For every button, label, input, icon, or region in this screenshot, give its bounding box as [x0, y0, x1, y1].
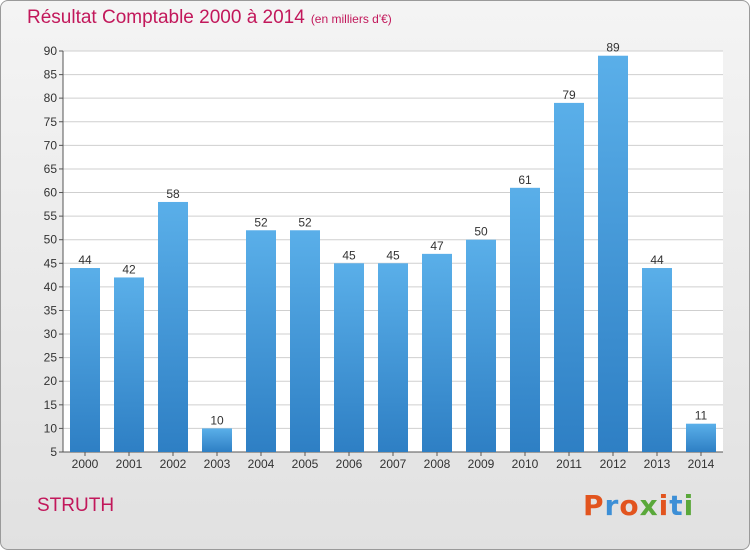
x-tick-label: 2014 [688, 457, 715, 471]
y-tick-label: 30 [44, 327, 58, 341]
x-tick-label: 2009 [468, 457, 495, 471]
logo-letter: P [583, 489, 605, 522]
bar [290, 230, 320, 452]
data-label: 45 [386, 248, 400, 262]
x-tick-label: 2010 [512, 457, 539, 471]
y-tick-label: 90 [44, 44, 58, 58]
logo-letter: t [669, 489, 684, 522]
bar [422, 253, 452, 452]
bar [202, 428, 232, 452]
data-label: 44 [650, 253, 664, 267]
data-label: 58 [166, 187, 180, 201]
y-tick-label: 75 [44, 115, 58, 129]
proxiti-logo: Proxiti [583, 489, 694, 522]
data-label: 50 [474, 225, 488, 239]
data-label: 11 [695, 409, 708, 423]
x-tick-label: 2000 [72, 457, 99, 471]
y-tick-label: 50 [44, 233, 58, 247]
bar [158, 201, 188, 452]
bar [554, 102, 584, 453]
x-tick-label: 2007 [380, 457, 407, 471]
x-tick-label: 2004 [248, 457, 275, 471]
x-tick-label: 2005 [292, 457, 319, 471]
y-tick-label: 15 [44, 398, 58, 412]
data-label: 52 [254, 215, 268, 229]
data-label: 10 [210, 413, 224, 427]
data-label: 44 [78, 253, 92, 267]
data-label: 79 [562, 88, 576, 102]
y-tick-label: 45 [44, 256, 58, 270]
chart-title-text: Résultat Comptable 2000 à 2014 [27, 7, 305, 28]
y-tick-label: 65 [44, 162, 58, 176]
y-tick-label: 70 [44, 138, 58, 152]
x-tick-label: 2001 [116, 457, 143, 471]
logo-letter: o [619, 489, 640, 522]
x-tick-label: 2002 [160, 457, 187, 471]
bar [246, 230, 276, 452]
y-tick-label: 25 [44, 351, 58, 365]
y-tick-label: 5 [50, 445, 57, 459]
y-tick-label: 60 [44, 186, 58, 200]
logo-letter: r [604, 489, 620, 522]
y-tick-label: 20 [44, 374, 58, 388]
data-label: 61 [518, 173, 532, 187]
y-tick-label: 35 [44, 303, 58, 317]
x-tick-label: 2008 [424, 457, 451, 471]
data-label: 47 [430, 239, 444, 253]
bar [378, 263, 408, 452]
chart-title: Résultat Comptable 2000 à 2014 (en millie… [27, 7, 392, 29]
logo-letter: i [658, 489, 670, 522]
x-tick-label: 2003 [204, 457, 231, 471]
x-tick-label: 2013 [644, 457, 671, 471]
commune-name: STRUTH [37, 495, 115, 516]
bar [642, 268, 672, 452]
y-tick-label: 85 [44, 68, 58, 82]
y-tick-label: 55 [44, 209, 58, 223]
data-label: 42 [122, 262, 136, 276]
logo-letter: i [683, 489, 695, 522]
logo-letter: x [639, 489, 659, 522]
bar [70, 268, 100, 452]
data-label: 52 [298, 215, 312, 229]
x-tick-label: 2012 [600, 457, 627, 471]
bar [466, 239, 496, 452]
y-tick-label: 40 [44, 280, 58, 294]
data-label: 89 [606, 41, 620, 55]
bar [686, 423, 716, 452]
data-label: 45 [342, 248, 356, 262]
bar [114, 277, 144, 452]
y-tick-label: 80 [44, 91, 58, 105]
x-tick-label: 2006 [336, 457, 363, 471]
bar [510, 187, 540, 452]
x-tick-label: 2011 [556, 457, 582, 471]
chart-subtitle: (en milliers d'€) [310, 12, 392, 26]
y-tick-label: 10 [44, 421, 58, 435]
bar [334, 263, 364, 452]
bar [598, 55, 628, 452]
